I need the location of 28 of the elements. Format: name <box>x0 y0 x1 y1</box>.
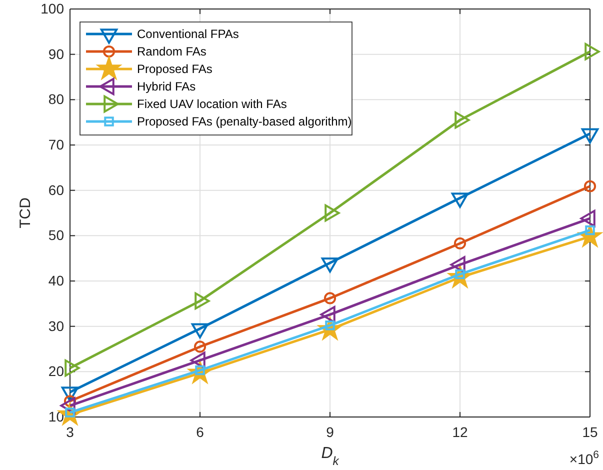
y-tick-label: 90 <box>48 46 64 62</box>
legend-label: Conventional FPAs <box>137 27 239 41</box>
y-tick-label: 70 <box>48 136 64 152</box>
point <box>454 237 466 250</box>
point <box>585 225 595 236</box>
y-tick-label: 50 <box>48 227 64 244</box>
x-tick-label: 9 <box>326 424 334 440</box>
y-axis-title: TCD <box>17 197 34 228</box>
x-tick-label: 6 <box>196 424 204 440</box>
legend-label: Hybrid FAs <box>137 80 196 94</box>
legend-label: Proposed FAs <box>137 62 212 76</box>
legend-label: Random FAs <box>137 44 206 58</box>
x-tick-label: 15 <box>582 424 598 440</box>
text: ×10$^{6}$ <box>569 449 600 467</box>
y-tick-label: 80 <box>48 91 64 108</box>
y-tick-label: 60 <box>48 182 64 198</box>
y-tick-label: 100 <box>40 0 64 16</box>
legend-label: Fixed UAV location with FAs <box>137 97 287 111</box>
point <box>324 292 336 304</box>
y-tick-label: 40 <box>48 272 64 288</box>
point <box>584 180 596 192</box>
x-tick-label: 3 <box>66 424 74 440</box>
y-tick-label: 30 <box>48 318 64 334</box>
legend-label: Proposed FAs (penalty-based algorithm) <box>137 114 352 128</box>
x-axis-title: D$_{k}$ <box>321 445 340 468</box>
point <box>194 340 206 353</box>
y-tick-label: 20 <box>48 363 64 380</box>
x-tick-label: 12 <box>452 424 468 440</box>
